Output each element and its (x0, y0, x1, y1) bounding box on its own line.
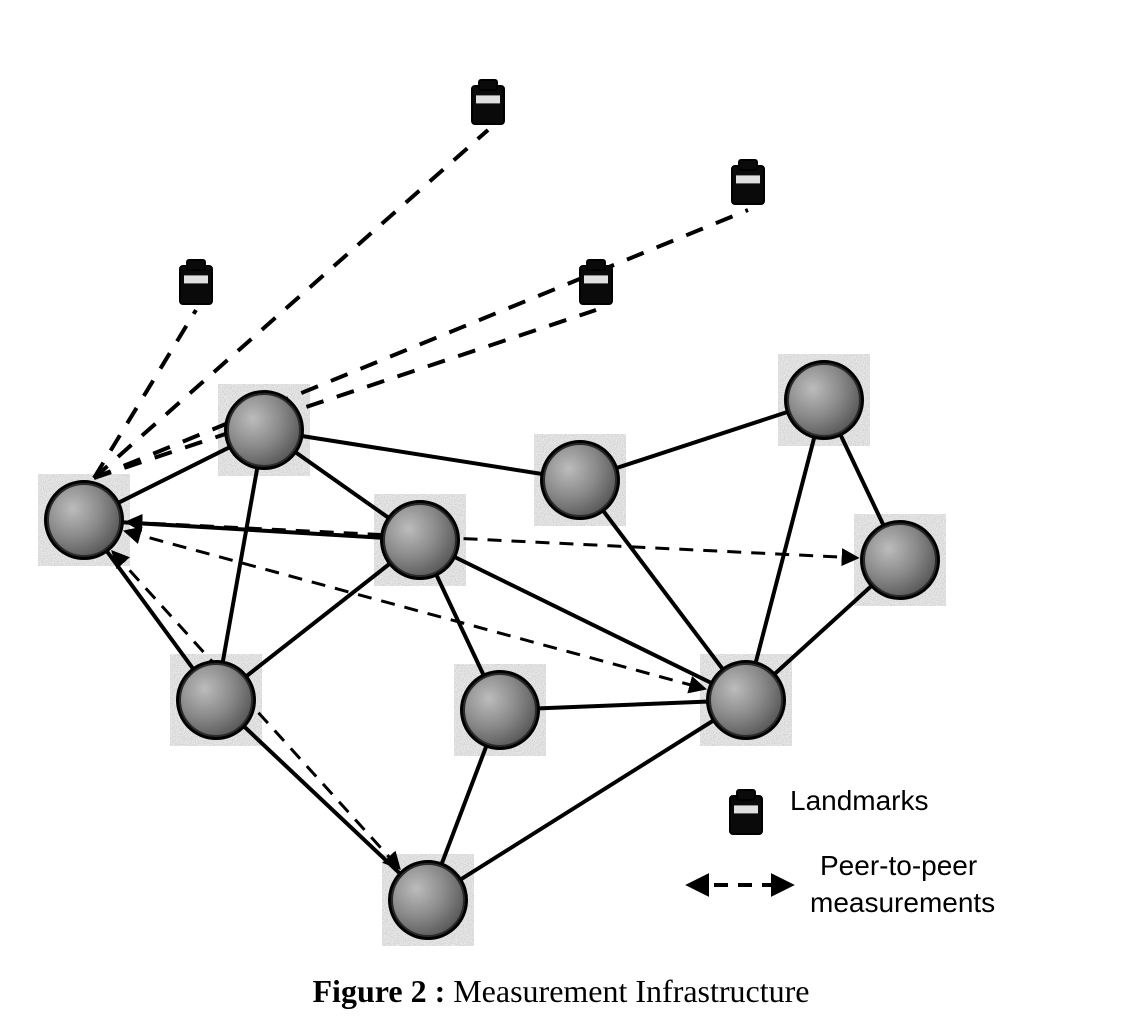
caption-text: Measurement Infrastructure (445, 973, 809, 1009)
landmark-icon (472, 80, 504, 124)
landmark-icon (732, 160, 764, 204)
peer-node (542, 442, 618, 518)
diagram-svg: Landmarks Peer-to-peer measurements (20, 20, 1102, 960)
peer-dashed-arrow (114, 553, 399, 868)
peer-node (382, 502, 458, 578)
solid-edge (216, 430, 264, 700)
landmark-icon (180, 260, 212, 304)
peer-node (862, 522, 938, 598)
landmark-dashed-line (94, 310, 596, 478)
solid-edge (420, 540, 746, 700)
peer-node (462, 672, 538, 748)
solid-edge (216, 700, 428, 900)
peer-node (786, 362, 862, 438)
peer-dashed-arrow (128, 522, 856, 558)
peer-node (390, 862, 466, 938)
figure-caption: Figure 2 : Measurement Infrastructure (20, 973, 1102, 1010)
peer-node (708, 662, 784, 738)
landmark-icon (580, 260, 612, 304)
landmark-layer (180, 80, 764, 304)
landmark-icon (730, 790, 762, 834)
solid-edge (580, 480, 746, 700)
peer-node (178, 662, 254, 738)
legend-peer-label-2: measurements (810, 887, 995, 918)
peer-node (46, 482, 122, 558)
solid-edge (264, 430, 580, 480)
solid-edge (746, 400, 824, 700)
landmark-dashed-line (94, 310, 196, 478)
legend-landmark-label: Landmarks (790, 785, 929, 816)
peer-node (226, 392, 302, 468)
solid-edge-layer (84, 400, 900, 900)
landmark-dashed-line (94, 210, 748, 478)
caption-figlabel: Figure 2 : (313, 973, 446, 1009)
legend-peer-label-1: Peer-to-peer (820, 850, 977, 881)
legend: Landmarks Peer-to-peer measurements (690, 785, 995, 918)
